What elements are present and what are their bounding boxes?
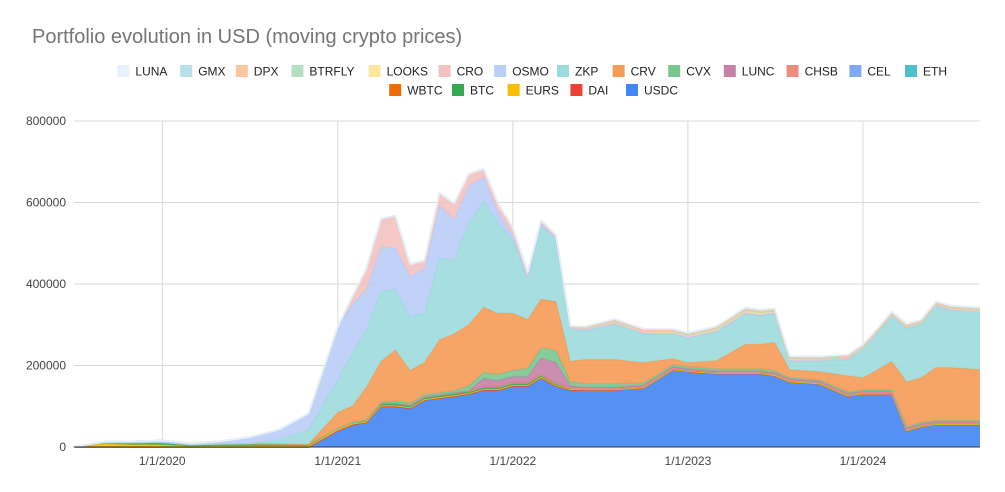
legend-item-btrfly[interactable]: BTRFLY <box>291 65 355 79</box>
legend-swatch <box>452 84 464 96</box>
legend-swatch <box>905 65 917 77</box>
legend-item-luna[interactable]: LUNA <box>117 65 167 79</box>
legend-swatch <box>117 65 130 77</box>
legend-item-crv[interactable]: CRV <box>612 65 656 79</box>
legend-item-cro[interactable]: CRO <box>438 65 484 79</box>
legend-swatch <box>368 65 381 77</box>
area-fill-usdc <box>74 369 980 447</box>
legend-label: LUNC <box>742 65 775 79</box>
y-tick-label: 200000 <box>26 359 66 373</box>
legend-swatch <box>612 65 625 77</box>
x-axis-ticks: 1/1/2020 1/1/2021 1/1/2022 1/1/2023 1/1/2024 <box>139 454 887 468</box>
area-fill-crv <box>74 299 980 447</box>
x-tick-label: 1/1/2023 <box>665 454 712 468</box>
x-tick-label: 1/1/2024 <box>840 454 887 468</box>
chart-title: Portfolio evolution in USD (moving crypt… <box>32 26 462 48</box>
legend-swatch <box>494 65 507 77</box>
stacked-areas <box>73 167 981 448</box>
legend-swatch <box>626 84 638 96</box>
legend-item-btc[interactable]: BTC <box>452 84 494 98</box>
legend-item-chsb[interactable]: CHSB <box>786 65 838 79</box>
legend-item-looks[interactable]: LOOKS <box>368 65 428 79</box>
legend-swatch <box>668 65 681 77</box>
x-tick-label: 1/1/2022 <box>489 454 536 468</box>
legend-label: GMX <box>198 65 225 79</box>
legend-item-osmo[interactable]: OSMO <box>494 65 549 79</box>
legend-label: ETH <box>923 65 947 79</box>
legend-item-lunc[interactable]: LUNC <box>723 65 775 79</box>
legend-label: BTC <box>470 84 494 98</box>
legend-item-gmx[interactable]: GMX <box>180 65 226 79</box>
x-tick-label: 1/1/2021 <box>314 454 361 468</box>
legend-label: CRO <box>457 65 484 79</box>
legend-label: WBTC <box>407 84 443 98</box>
legend: LUNA GMX DPX BTRFLY LOOKS CRO OSMO ZKP CRV CVX LUN… <box>117 65 947 98</box>
legend-item-dpx[interactable]: DPX <box>235 65 279 79</box>
legend-item-eth[interactable]: ETH <box>905 65 947 79</box>
legend-label: CEL <box>867 65 891 79</box>
legend-swatch <box>723 65 736 77</box>
legend-swatch <box>438 65 451 77</box>
legend-label: LOOKS <box>387 65 428 79</box>
legend-item-zkp[interactable]: ZKP <box>557 65 598 79</box>
y-tick-label: 0 <box>59 440 66 454</box>
area-fill-btc <box>74 367 980 447</box>
legend-label: DPX <box>254 65 279 79</box>
legend-swatch <box>507 84 520 96</box>
legend-item-dai[interactable]: DAI <box>570 84 608 98</box>
legend-label: BTRFLY <box>309 65 354 79</box>
legend-label: ZKP <box>575 65 598 79</box>
area-luna <box>73 167 981 448</box>
y-axis-ticks: 0 200000 400000 600000 800000 <box>26 114 66 454</box>
legend-label: CRV <box>631 65 656 79</box>
legend-label: EURS <box>526 84 559 98</box>
legend-label: CVX <box>686 65 711 79</box>
legend-label: LUNA <box>135 65 167 79</box>
y-tick-label: 400000 <box>26 277 66 291</box>
y-tick-label: 600000 <box>26 196 66 210</box>
legend-label: USDC <box>644 84 678 98</box>
series-line-luna <box>73 167 981 448</box>
legend-swatch <box>570 84 583 96</box>
legend-swatch <box>291 65 304 77</box>
legend-item-usdc[interactable]: USDC <box>626 84 678 98</box>
legend-swatch <box>557 65 569 77</box>
legend-item-cel[interactable]: CEL <box>849 65 891 79</box>
legend-item-eurs[interactable]: EURS <box>507 84 559 98</box>
legend-swatch <box>180 65 193 77</box>
legend-swatch <box>235 65 248 77</box>
legend-swatch <box>389 84 402 96</box>
legend-item-wbtc[interactable]: WBTC <box>389 84 443 98</box>
legend-label: DAI <box>588 84 608 98</box>
legend-item-cvx[interactable]: CVX <box>668 65 711 79</box>
y-tick-label: 800000 <box>26 114 66 128</box>
x-tick-label: 1/1/2020 <box>139 454 186 468</box>
legend-label: CHSB <box>805 65 838 79</box>
legend-swatch <box>849 65 862 77</box>
legend-label: OSMO <box>512 65 549 79</box>
legend-swatch <box>786 65 799 77</box>
